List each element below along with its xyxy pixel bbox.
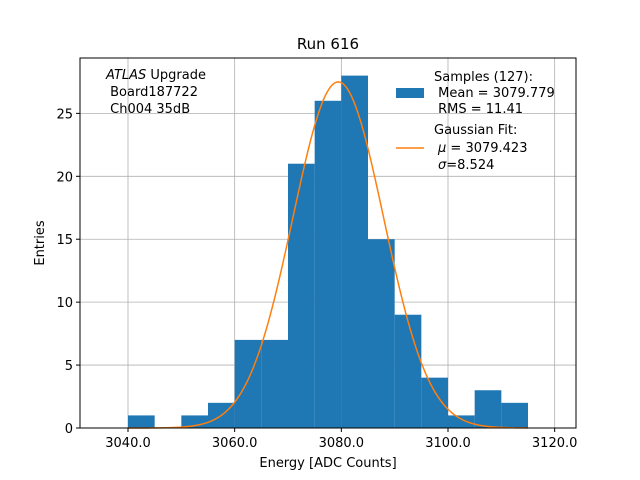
histogram-bar-7	[314, 100, 342, 428]
annotation-line-2: Board187722	[106, 85, 198, 100]
legend-sigma-value: =8.524	[446, 158, 494, 173]
annotation-upgrade: Upgrade	[146, 68, 206, 83]
legend-samples-swatch	[396, 88, 424, 98]
histogram-bar-0	[128, 415, 155, 428]
histogram-bar-9	[368, 239, 395, 428]
histogram-bar-4	[234, 339, 262, 428]
x-axis-label: Energy [ADC Counts]	[259, 456, 396, 471]
y-tick-label-2: 10	[56, 296, 73, 311]
x-tick-label-0: 3040.0	[105, 436, 151, 451]
legend-mu-symbol: μ	[437, 141, 446, 156]
histogram-bars	[128, 75, 528, 428]
y-tick-label-1: 5	[65, 359, 73, 374]
legend-sigma-symbol: σ	[438, 158, 447, 173]
annotation-line-1: ATLAS Upgrade	[105, 68, 206, 83]
y-tick-label-0: 0	[65, 422, 73, 437]
plot-frame	[79, 57, 577, 429]
chart-title: Run 616	[297, 35, 359, 53]
x-axis-ticks: 3040.0 3060.0 3080.0 3100.0 3120.0	[105, 428, 577, 451]
histogram-bar-6	[288, 163, 315, 428]
legend-samples-mean: Mean = 3079.779	[434, 86, 555, 101]
histogram-bar-11	[421, 377, 448, 428]
annotation-atlas: ATLAS	[105, 68, 146, 83]
legend-samples-label: Samples (127):	[434, 70, 533, 85]
gaussian-fit-line	[128, 81, 528, 429]
y-tick-label-4: 20	[56, 170, 73, 185]
legend-fit-mu: μ = 3079.423	[437, 141, 527, 156]
legend-mu-value: = 3079.423	[446, 141, 527, 156]
legend-fit-sigma: σ=8.524	[438, 158, 494, 173]
histogram-bar-5	[261, 339, 288, 428]
x-tick-label-1: 3060.0	[212, 436, 258, 451]
histogram-bar-14	[501, 402, 528, 428]
y-tick-label-3: 15	[56, 233, 73, 248]
x-tick-label-2: 3080.0	[319, 436, 365, 451]
legend: Samples (127): Mean = 3079.779 RMS = 11.…	[396, 70, 555, 173]
histogram-bar-13	[474, 390, 502, 428]
x-tick-label-3: 3100.0	[425, 436, 471, 451]
legend-fit-label: Gaussian Fit:	[434, 123, 517, 138]
annotation-text: ATLAS Upgrade Board187722 Ch004 35dB	[105, 68, 206, 117]
histogram-bar-12	[448, 415, 475, 428]
y-axis-label: Entries	[33, 220, 48, 266]
histogram-bar-10	[394, 314, 422, 428]
legend-samples-rms: RMS = 11.41	[434, 102, 523, 117]
histogram-bar-8	[341, 75, 368, 428]
y-axis-ticks: 0 5 10 15 20 25	[56, 107, 80, 437]
annotation-line-3: Ch004 35dB	[106, 102, 190, 117]
x-tick-label-4: 3120.0	[532, 436, 578, 451]
y-tick-label-5: 25	[56, 107, 73, 122]
